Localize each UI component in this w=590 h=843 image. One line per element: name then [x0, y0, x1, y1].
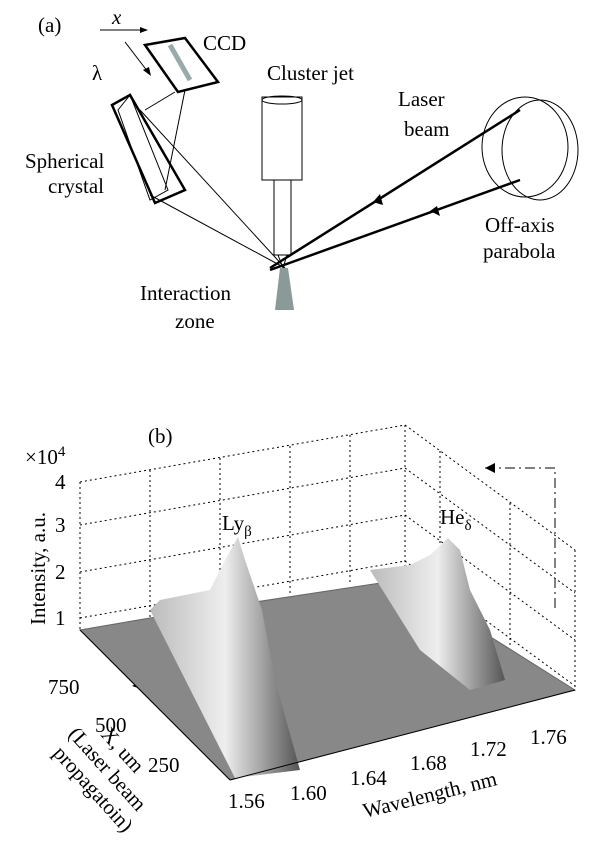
w-tick: 1.72	[470, 737, 507, 761]
axis-label: x	[111, 5, 122, 29]
x-tick: 750	[48, 675, 80, 699]
crystal-edge	[117, 94, 169, 201]
peak-label: Heδ	[440, 505, 472, 534]
parabola-label: Off-axis	[485, 213, 555, 237]
zone-label: zone	[175, 309, 215, 333]
w-tick: 1.56	[228, 789, 265, 813]
peak-ly	[150, 537, 300, 778]
parabola-back	[501, 99, 579, 201]
arrowhead	[143, 67, 151, 76]
laser-beam	[269, 178, 521, 272]
arrowhead	[373, 194, 383, 205]
arrowhead	[485, 463, 495, 473]
laser-label: beam	[404, 117, 449, 141]
zone-label: Interaction	[140, 281, 231, 305]
laser-beam	[269, 108, 521, 270]
x-ray-path	[139, 89, 286, 269]
ccd-label: CCD	[203, 31, 246, 55]
ccd-strip	[167, 43, 193, 82]
w-tick: 1.60	[290, 781, 327, 805]
jet-label: Cluster jet	[267, 61, 354, 85]
w-tick: 1.68	[410, 751, 447, 775]
z-tick: 1	[55, 606, 66, 630]
peak-label: Lyβ	[222, 511, 252, 540]
panel-label: (b)	[148, 424, 173, 448]
jet-tube	[273, 179, 292, 256]
arrowhead	[140, 27, 148, 33]
grid	[79, 424, 576, 690]
lambda: λ	[92, 61, 103, 85]
w-axis	[229, 689, 576, 781]
z-tick: 4	[55, 470, 66, 494]
multiplier: ×104	[25, 444, 66, 469]
jet-plume	[275, 268, 294, 310]
panel-label: (a)	[38, 13, 61, 37]
jet-top	[261, 95, 303, 105]
x-tick: 500	[95, 713, 127, 737]
crystal	[110, 93, 187, 205]
crystal-label: crystal	[48, 174, 104, 198]
laser-label: Laser	[398, 87, 445, 111]
ccd	[142, 36, 221, 94]
x-tick: 250	[148, 753, 180, 777]
arrow	[124, 41, 149, 73]
peak-he	[370, 538, 505, 690]
z-tick: 3	[55, 513, 66, 537]
w-tick: 1.76	[530, 725, 567, 749]
x-axis	[79, 629, 231, 781]
arrowhead	[430, 206, 440, 216]
z-tick: 2	[55, 560, 66, 584]
jet-body	[261, 96, 303, 181]
crystal-label: Spherical	[25, 149, 104, 173]
w-tick: 1.64	[350, 766, 387, 790]
z-label: Intensity, a.u.	[26, 512, 50, 625]
parabola-label: parabola	[483, 239, 556, 263]
parabola	[481, 96, 569, 198]
